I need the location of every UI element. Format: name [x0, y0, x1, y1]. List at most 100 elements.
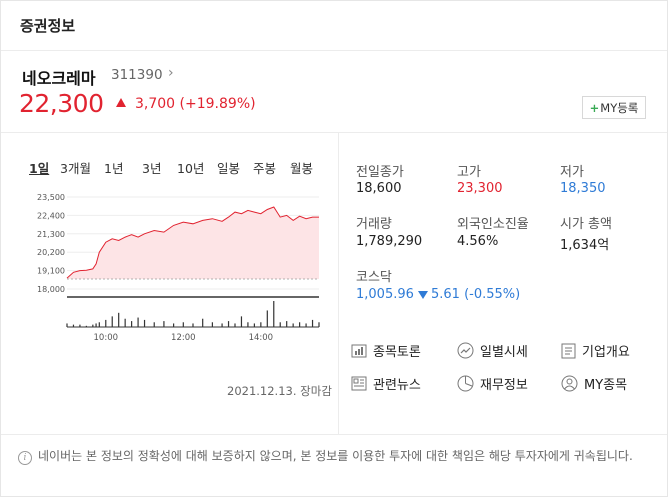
document-icon — [561, 343, 576, 358]
link-company-overview[interactable]: 기업개요 — [561, 341, 630, 360]
tab-monthly-candle[interactable]: 월봉 — [290, 161, 314, 176]
link-related-news[interactable]: 관련뉴스 — [351, 374, 421, 393]
change-amount: 3,700 — [135, 96, 176, 112]
volume-bar — [240, 316, 243, 327]
link-my-stocks[interactable]: MY종목 — [561, 374, 627, 393]
divider — [1, 434, 667, 435]
tab-daily-candle[interactable]: 일봉 — [217, 161, 241, 176]
volume-bar — [211, 322, 213, 327]
high-value: 23,300 — [457, 181, 503, 196]
chevron-right-icon[interactable]: › — [168, 65, 174, 81]
index-value: 1,005.96 — [356, 287, 414, 302]
link-discussion-label: 종목토론 — [373, 345, 421, 360]
volume-bar — [143, 319, 146, 327]
stock-name[interactable]: 네오크레마 — [22, 69, 96, 88]
down-triangle-icon — [418, 291, 428, 299]
y-tick-label: 22,400 — [37, 211, 65, 220]
x-tick-label: 12:00 — [171, 333, 196, 343]
volume-bar — [85, 325, 87, 327]
index-change: 5.61 (-0.55%) — [431, 287, 521, 302]
trend-line-icon — [457, 342, 474, 359]
change-percent: (+19.89%) — [179, 96, 256, 112]
volume-bar — [95, 323, 97, 327]
volume-bar — [253, 323, 255, 327]
volume-bar — [234, 323, 236, 327]
chart-timestamp: 2021.12.13. 장마감 — [227, 384, 332, 398]
prev-close-label: 전일종가 — [356, 165, 404, 180]
y-tick-label: 19,100 — [37, 267, 65, 276]
y-tick-label: 20,200 — [37, 248, 65, 257]
price-line — [66, 206, 319, 279]
low-value: 18,350 — [560, 181, 606, 196]
tab-3month[interactable]: 3개월 — [60, 161, 91, 176]
high-label: 고가 — [457, 165, 481, 180]
bar-chart-icon — [351, 344, 367, 357]
my-register-button[interactable]: + MY등록 — [582, 96, 646, 119]
volume-bar — [260, 322, 262, 327]
volume-bar — [79, 324, 81, 327]
volume-bar — [247, 322, 249, 327]
news-icon — [351, 376, 367, 391]
volume-bar — [279, 322, 281, 327]
volume-label: 거래량 — [356, 217, 392, 232]
volume-bar — [131, 321, 133, 327]
volume-bar — [292, 323, 294, 327]
x-tick-label: 10:00 — [94, 333, 119, 343]
volume-bar — [221, 323, 223, 327]
volume-bar — [202, 318, 204, 327]
volume-bar — [286, 321, 288, 327]
link-financial-info-label: 재무정보 — [480, 378, 528, 393]
card-header: 증권정보 — [1, 1, 667, 51]
tab-1year[interactable]: 1년 — [104, 161, 124, 176]
current-price: 22,300 — [19, 89, 104, 118]
divider — [1, 132, 667, 133]
tab-1day[interactable]: 1일 — [29, 161, 50, 176]
tab-10year[interactable]: 10년 — [177, 161, 205, 176]
prev-close-value: 18,600 — [356, 181, 402, 196]
link-my-stocks-label: MY종목 — [584, 378, 628, 393]
market-cap-value: 1,634억 — [560, 238, 610, 253]
tab-3year[interactable]: 3년 — [142, 161, 162, 176]
link-company-overview-label: 기업개요 — [582, 345, 630, 360]
info-icon: i — [18, 451, 32, 465]
divider — [338, 132, 339, 434]
my-register-label: MY등록 — [600, 100, 639, 115]
volume-bar — [299, 322, 301, 327]
y-tick-label: 23,500 — [37, 193, 65, 202]
index-label: 코스닥 — [356, 270, 392, 285]
user-icon — [561, 375, 578, 392]
volume-value: 1,789,290 — [356, 234, 423, 249]
link-related-news-label: 관련뉴스 — [373, 378, 421, 393]
card-title: 증권정보 — [20, 17, 76, 35]
volume-bar — [305, 323, 307, 327]
volume-bar — [118, 312, 120, 327]
volume-bar — [273, 301, 275, 327]
pie-chart-icon — [457, 375, 474, 392]
low-label: 저가 — [560, 165, 584, 180]
volume-bar — [105, 319, 107, 327]
volume-bar — [182, 322, 184, 327]
price-change: 3,700 (+19.89%) — [135, 96, 256, 112]
intraday-price-chart[interactable]: 23,500 22,400 21,300 20,200 19,100 18,000 10:0… — [31, 187, 331, 347]
up-triangle-icon — [116, 98, 126, 107]
volume-bar — [173, 323, 175, 327]
foreign-ratio-label: 외국인소진율 — [457, 217, 529, 232]
tab-weekly-candle[interactable]: 주봉 — [253, 161, 277, 176]
y-tick-label: 21,300 — [37, 230, 65, 239]
link-financial-info[interactable]: 재무정보 — [457, 374, 528, 393]
stock-code[interactable]: 311390 — [111, 67, 163, 83]
volume-bar — [137, 317, 139, 327]
volume-bar — [318, 322, 320, 327]
volume-bar — [266, 310, 268, 327]
x-tick-label: 14:00 — [249, 333, 274, 343]
y-tick-label: 18,000 — [37, 285, 65, 294]
plus-icon: + — [589, 100, 600, 115]
volume-bar — [98, 322, 100, 327]
link-discussion[interactable]: 종목토론 — [351, 341, 421, 360]
volume-bar — [111, 316, 113, 327]
volume-bar — [153, 322, 155, 327]
disclaimer-text: 네이버는 본 정보의 정확성에 대해 보증하지 않으며, 본 정보를 이용한 투… — [38, 449, 633, 463]
link-daily-price[interactable]: 일별시세 — [457, 341, 528, 360]
volume-bar — [311, 319, 314, 327]
